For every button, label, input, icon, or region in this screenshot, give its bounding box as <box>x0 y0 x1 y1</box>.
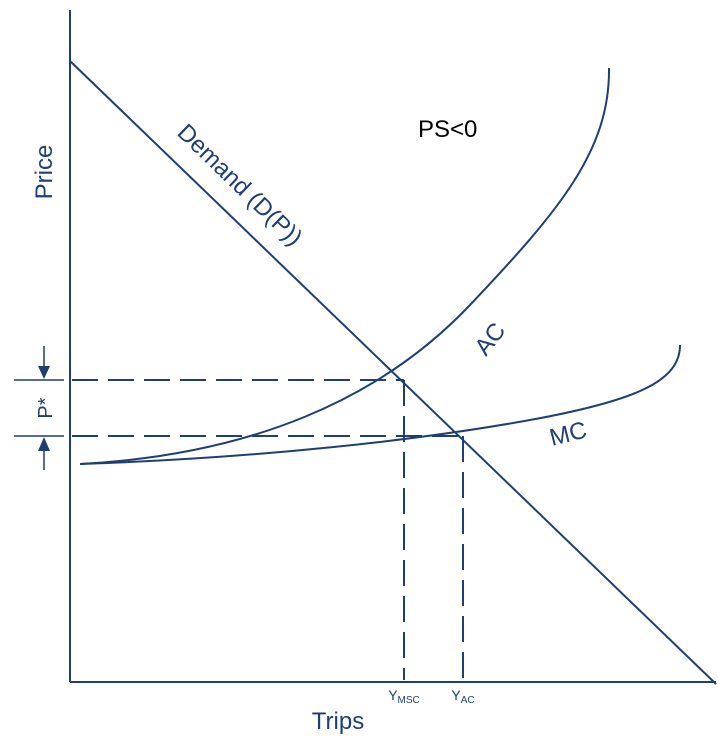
y-ac-sub: AC <box>461 695 475 706</box>
p-star-label: P* <box>35 397 57 418</box>
y-ac-label: YAC <box>451 687 474 706</box>
dashed-guides <box>72 379 464 680</box>
x-axis-title: Trips <box>312 708 364 735</box>
ps-label: PS<0 <box>418 116 477 143</box>
y-msc-main: Y <box>388 687 398 703</box>
y-ac-main: Y <box>451 687 461 703</box>
mc-curve <box>79 344 681 465</box>
p-star-marker: P* <box>14 346 64 470</box>
ac-label: AC <box>469 318 511 361</box>
arrow-up-icon <box>38 437 50 451</box>
y-axis-title: Price <box>31 145 58 200</box>
ac-curve <box>79 67 611 465</box>
demand-line <box>69 60 717 685</box>
y-msc-sub: MSC <box>398 695 420 706</box>
y-msc-label: YMSC <box>388 687 420 706</box>
demand-label: Demand (D(P)) <box>172 119 308 251</box>
arrow-down-icon <box>38 366 50 379</box>
mc-label: MC <box>547 417 590 452</box>
